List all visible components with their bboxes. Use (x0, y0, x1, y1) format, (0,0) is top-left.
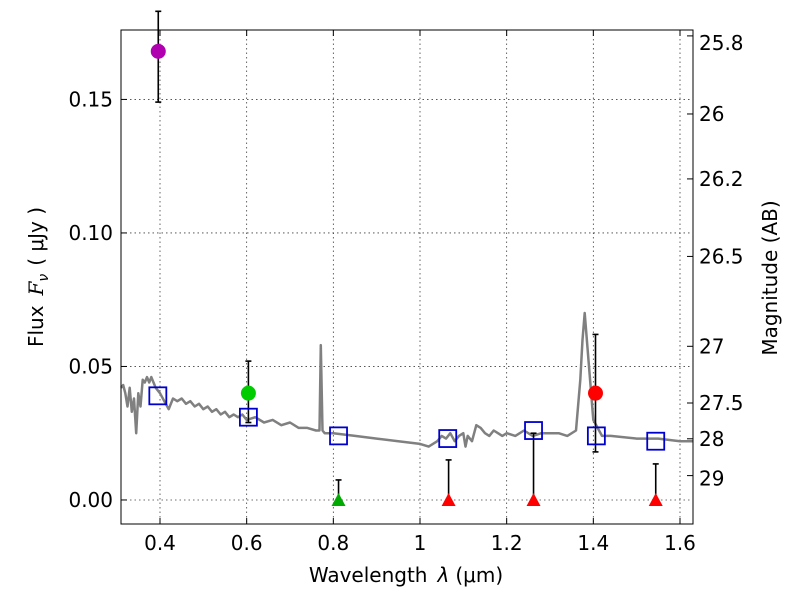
magnitude-tick-label: 26 (699, 102, 724, 126)
magnitude-tick-label: 29 (699, 467, 724, 491)
grid (121, 30, 693, 524)
magnitude-tick-label: 28 (699, 427, 724, 451)
upper-limit-marker (648, 492, 663, 506)
x-tick-label: 1 (414, 531, 427, 555)
y-axis-title: FluxFν( μJy ) (24, 207, 52, 347)
detection-marker (150, 43, 166, 59)
model-point-square (148, 386, 168, 406)
y-axis-ticks: 0.00 0.05 0.10 0.15 (68, 87, 127, 512)
model-point-square (329, 426, 348, 446)
magnitude-tick-label: 26.2 (699, 167, 744, 191)
magnitude-tick-label: 27.5 (699, 391, 744, 415)
upper-limit-marker (441, 492, 456, 506)
x-tick-label: 0.4 (144, 531, 176, 555)
x-tick-label: 0.8 (317, 531, 349, 555)
x-tick-label: 1.2 (491, 531, 523, 555)
y-tick-label: 0.05 (68, 354, 113, 378)
magnitude-tick-label: 25.8 (699, 31, 744, 55)
y-tick-label: 0.15 (68, 87, 113, 111)
upper-limit-marker (526, 492, 541, 506)
data-marks-layer (148, 10, 666, 506)
y-tick-label: 0.00 (68, 488, 113, 512)
x-tick-label: 1.6 (664, 531, 696, 555)
template-spectrum-layer (120, 311, 693, 448)
magnitude-axis-title: Magnitude (AB) (758, 200, 782, 355)
detection-marker (240, 385, 256, 401)
x-tick-label: 0.6 (231, 531, 263, 555)
magnitude-tick-label: 26.5 (699, 244, 744, 268)
model-point-square (586, 426, 606, 446)
model-point-square (646, 431, 666, 451)
x-axis-ticks: 0.4 0.6 0.8 1 1.2 1.4 1.6 (144, 30, 696, 555)
model-point-square (438, 429, 458, 448)
model-point-square (524, 421, 543, 440)
template-spectrum-line (120, 311, 693, 448)
x-tick-label: 1.4 (577, 531, 609, 555)
magnitude-axis-ticks: 25.8 26 26.2 26.5 27 27.5 28 29 (687, 31, 744, 491)
x-axis-title: Wavelength λ (μm) (309, 563, 503, 587)
y-tick-label: 0.10 (68, 221, 113, 245)
model-point-square (238, 407, 258, 427)
magnitude-tick-label: 27 (699, 334, 724, 358)
plot-frame (120, 29, 694, 525)
upper-limit-marker (331, 492, 346, 506)
detection-marker (588, 385, 603, 401)
